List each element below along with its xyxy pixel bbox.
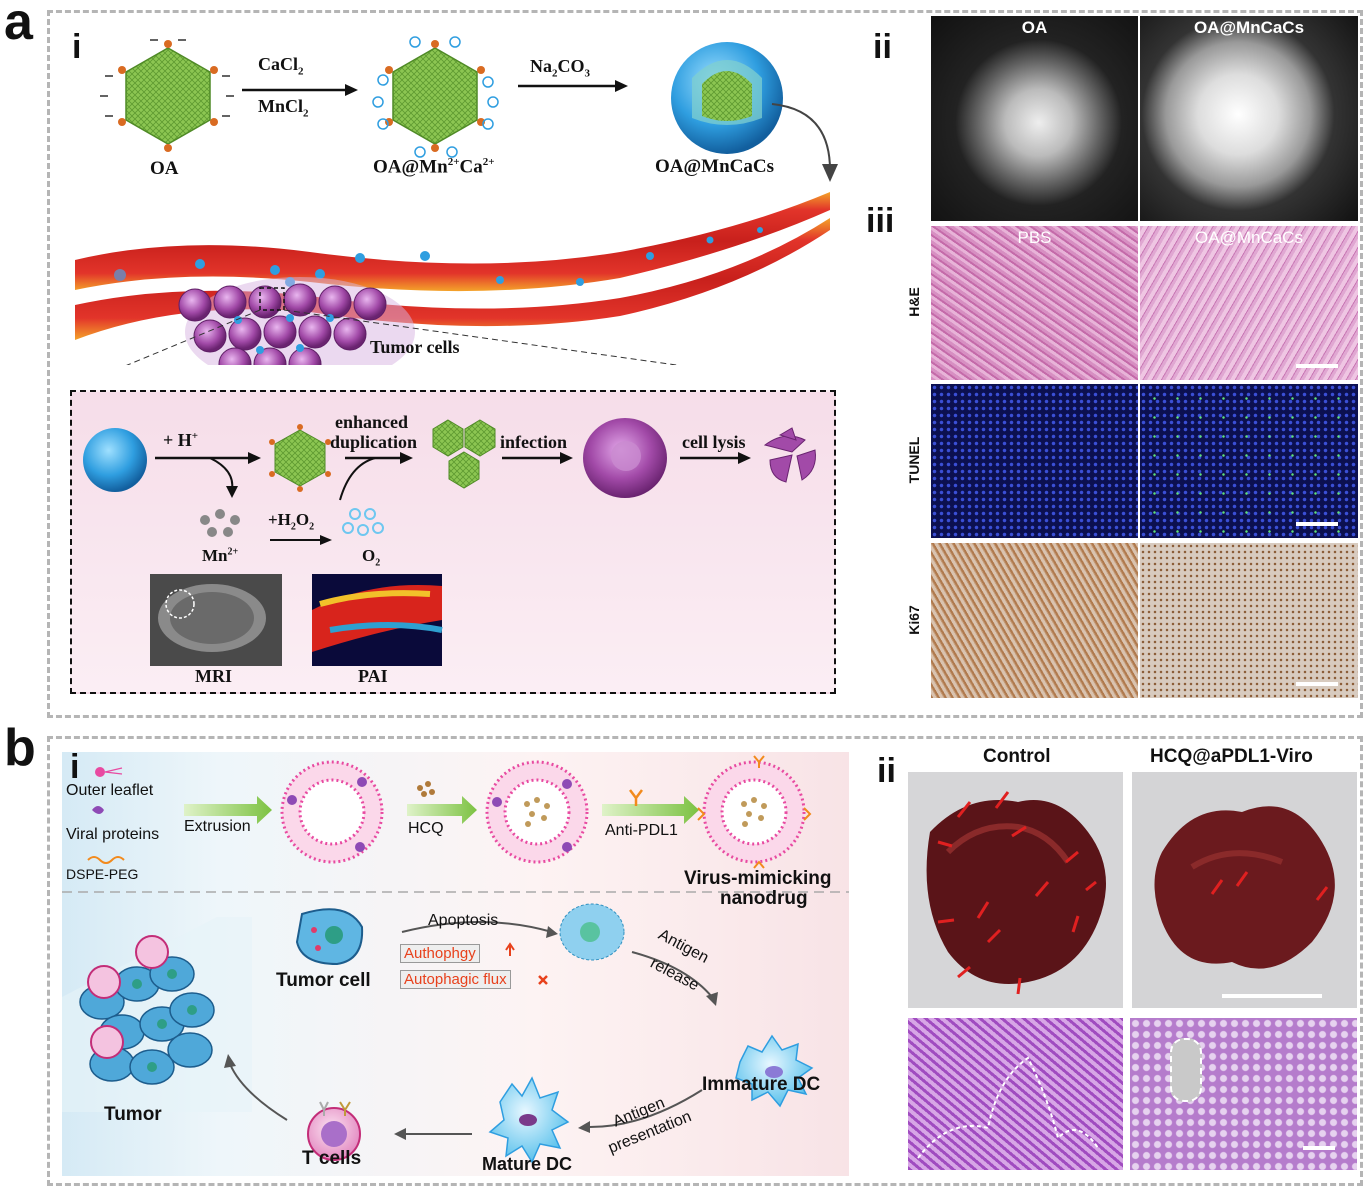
na2co3-label: Na2CO3 [530, 56, 590, 80]
he-pbs-image: PBS [931, 226, 1138, 380]
dspe-peg-label: DSPE-PEG [66, 866, 139, 882]
oa-virus-icon [100, 39, 234, 152]
histology-scale-bar [1303, 1146, 1335, 1150]
control-label: Control [983, 746, 1051, 767]
panel-a-letter: a [4, 0, 33, 51]
panel-a-i-label: i [72, 28, 82, 66]
lysed-cell-icon [763, 427, 816, 483]
cacl2-label: CaCl2 [258, 54, 304, 78]
immature-dc-icon [735, 1034, 814, 1108]
hcq-label: HCQ [408, 820, 444, 837]
he-treated-label: OA@MnCaCs [1195, 228, 1303, 247]
he-treated-image: OA@MnCaCs [1140, 226, 1358, 380]
ki67-pbs-image [931, 543, 1138, 698]
cell-lysis-label: cell lysis [682, 432, 746, 452]
h2o2-label: +H2O2 [268, 510, 315, 533]
row-label-ki67: Ki67 [906, 605, 922, 635]
panel-a-iii-label: iii [866, 202, 895, 240]
vesicle-loaded-icon [485, 760, 589, 864]
tem-image-oa: OA [931, 16, 1138, 221]
mature-dc-icon [488, 1076, 570, 1164]
panel-b-frame [47, 736, 1363, 1186]
treated-lung-photo [1132, 772, 1357, 1008]
synthesis-scheme [75, 36, 838, 365]
extrusion-label: Extrusion [184, 818, 251, 835]
mn2-label: Mn2+ [202, 546, 239, 565]
oa-mn-ca-virus-icon [372, 36, 499, 158]
virus-mimicking-nanodrug-icon [697, 755, 812, 869]
viral-protein-icon [92, 806, 104, 814]
antibody-icon [629, 789, 643, 806]
tem-oa-label: OA [1021, 18, 1048, 37]
control-lung-photo [908, 772, 1123, 1008]
he-pbs-label: PBS [1017, 228, 1052, 247]
oa-label: OA [150, 158, 179, 179]
tumor-cluster-icon [62, 917, 252, 1112]
tumor-label: Tumor [104, 1104, 162, 1125]
panel-a-ii-label: ii [873, 28, 892, 66]
replicated-viruses-icon [432, 419, 496, 489]
dspe-peg-icon [87, 856, 125, 864]
vesicle-empty-icon [280, 760, 384, 864]
tumor-cells-label: Tumor cells [370, 337, 460, 357]
tumor-cell-label: Tumor cell [276, 970, 371, 991]
ki67-treated-image [1140, 543, 1358, 698]
oa-mn-ca-label: OA@Mn2+Ca2+ [373, 156, 495, 178]
scale-bar [1296, 682, 1338, 686]
photo-scale-bar-2 [1222, 994, 1322, 998]
tem-oa-mncacs-label: OA@MnCaCs [1193, 18, 1305, 37]
enhanced-label: enhanced [335, 412, 409, 432]
apoptosis-label: Apoptosis [428, 912, 499, 929]
h-plus-label: + H+ [163, 430, 199, 450]
treatment-label: HCQ@aPDL1-Viro [1150, 746, 1313, 767]
t-cells-label: T cells [302, 1148, 362, 1169]
infection-label: infection [500, 432, 567, 452]
panel-a-frame [47, 10, 1363, 718]
mechanism-scheme [83, 418, 816, 666]
tunel-treated-image [1140, 384, 1358, 538]
row-label-he: H&E [906, 287, 922, 317]
row-label-tunel: TUNEL [906, 436, 922, 484]
blood-vessel-illustration [75, 192, 830, 340]
mri-label: MRI [195, 666, 232, 686]
panel-b-letter: b [4, 719, 36, 777]
autophagic-flux-tag: Autophagic flux [400, 970, 511, 989]
outer-leaflet-label: Outer leaflet [66, 782, 154, 799]
autophagy-tag: Authophgy [400, 944, 480, 963]
pai-label: PAI [358, 666, 388, 686]
t-cell-icon [307, 1101, 361, 1161]
nanoparticle-sphere-icon [83, 428, 147, 492]
mature-dc-label: Mature DC [482, 1154, 573, 1174]
apoptotic-cell-icon [559, 903, 625, 961]
tem-image-oa-mncacs: OA@MnCaCs [1140, 16, 1358, 221]
mncl2-label: MnCl2 [258, 96, 309, 120]
treated-lung-histology [1130, 1018, 1357, 1170]
tunel-pbs-image [931, 384, 1138, 538]
viral-proteins-label: Viral proteins [66, 826, 160, 843]
anti-pdl1-label: Anti-PDL1 [605, 822, 678, 839]
panel-b-i-label: i [70, 748, 80, 786]
scale-bar [1296, 364, 1338, 368]
nanodrug-label-line1: Virus-mimicking [684, 868, 832, 889]
nanodrug-label-line2: nanodrug [720, 888, 808, 909]
nanodrug-scheme [62, 755, 849, 1164]
scale-bar [1296, 522, 1338, 526]
duplication-label: duplication [330, 432, 418, 452]
virus-released-icon [274, 429, 326, 487]
oa-mncacs-sphere-icon [671, 42, 783, 154]
o2-label: O2 [362, 546, 381, 569]
control-lung-histology [908, 1018, 1123, 1170]
immature-dc-label: Immature DC [702, 1074, 821, 1095]
tumor-cell-cluster [126, 277, 680, 365]
outer-leaflet-icon [95, 767, 105, 777]
hcq-dots-icon [417, 781, 435, 797]
panel-b-ii-label: ii [877, 752, 896, 790]
oa-mncacs-label: OA@MnCaCs [655, 156, 775, 177]
